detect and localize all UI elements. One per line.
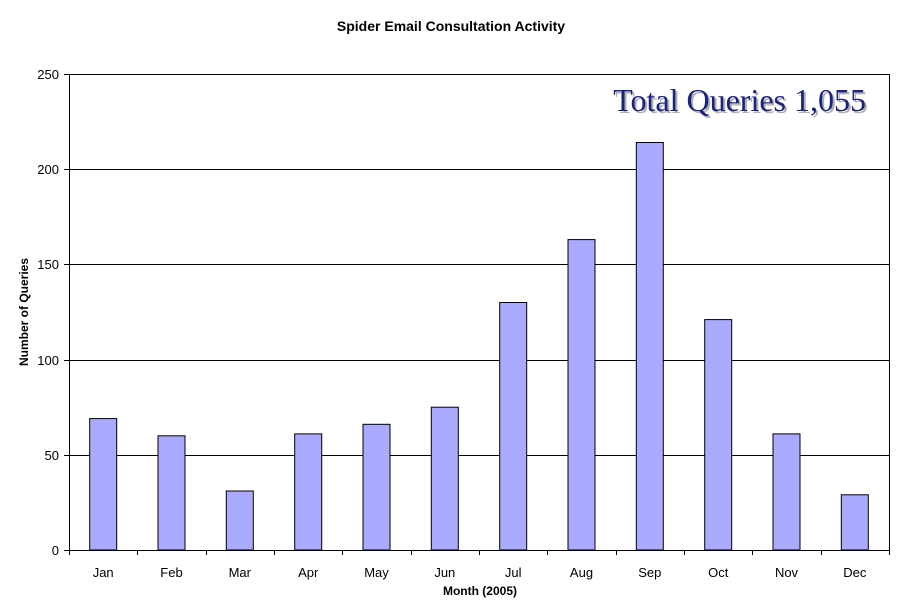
- y-tick-label: 200: [37, 162, 59, 177]
- bars: [89, 142, 869, 551]
- bar-feb: [157, 435, 186, 551]
- bar-sep: [635, 142, 664, 551]
- y-tick-label: 50: [45, 448, 59, 463]
- bar-jun: [430, 406, 459, 551]
- x-tick-label-apr: Apr: [298, 565, 319, 580]
- bar-dec: [840, 494, 869, 551]
- x-tick-label-jun: Jun: [434, 565, 455, 580]
- gridlines: [69, 74, 889, 456]
- annotation-shadow: Total Queries 1,055: [615, 84, 868, 120]
- bar-nov: [772, 433, 801, 551]
- bar-jan: [89, 418, 118, 551]
- y-axis-label: Number of Queries: [17, 258, 31, 366]
- bar-jul: [499, 302, 528, 551]
- y-tick-label: 150: [37, 257, 59, 272]
- y-tick-label: 100: [37, 353, 59, 368]
- bar-may: [362, 423, 391, 551]
- x-tick-labels: Jan Feb Mar Apr May Jun Jul Aug Sep Oct Nov Dec: [93, 565, 867, 580]
- x-tick-label-may: May: [364, 565, 389, 580]
- x-tick-label-aug: Aug: [570, 565, 593, 580]
- y-tick-labels: 0 50 100 150 200 250: [37, 67, 59, 558]
- plot-frame: [69, 74, 890, 551]
- x-tick-label-oct: Oct: [708, 565, 729, 580]
- x-tick-label-sep: Sep: [638, 565, 661, 580]
- x-tick-label-jul: Jul: [505, 565, 522, 580]
- x-tick-label-feb: Feb: [160, 565, 182, 580]
- bar-apr: [294, 433, 323, 551]
- bar-aug: [567, 239, 596, 551]
- x-tick-label-dec: Dec: [843, 565, 867, 580]
- x-tick-label-mar: Mar: [229, 565, 252, 580]
- x-tick-label-jan: Jan: [93, 565, 114, 580]
- y-tick-label: 250: [37, 67, 59, 82]
- y-tick-label: 0: [52, 543, 59, 558]
- x-tick-label-nov: Nov: [775, 565, 799, 580]
- bar-oct: [704, 319, 733, 551]
- axes: [64, 74, 890, 555]
- chart-title: Spider Email Consultation Activity: [337, 18, 565, 34]
- bar-mar: [225, 490, 254, 551]
- x-axis-label: Month (2005): [443, 584, 517, 598]
- total-queries-annotation: Total Queries 1,055: [613, 82, 866, 118]
